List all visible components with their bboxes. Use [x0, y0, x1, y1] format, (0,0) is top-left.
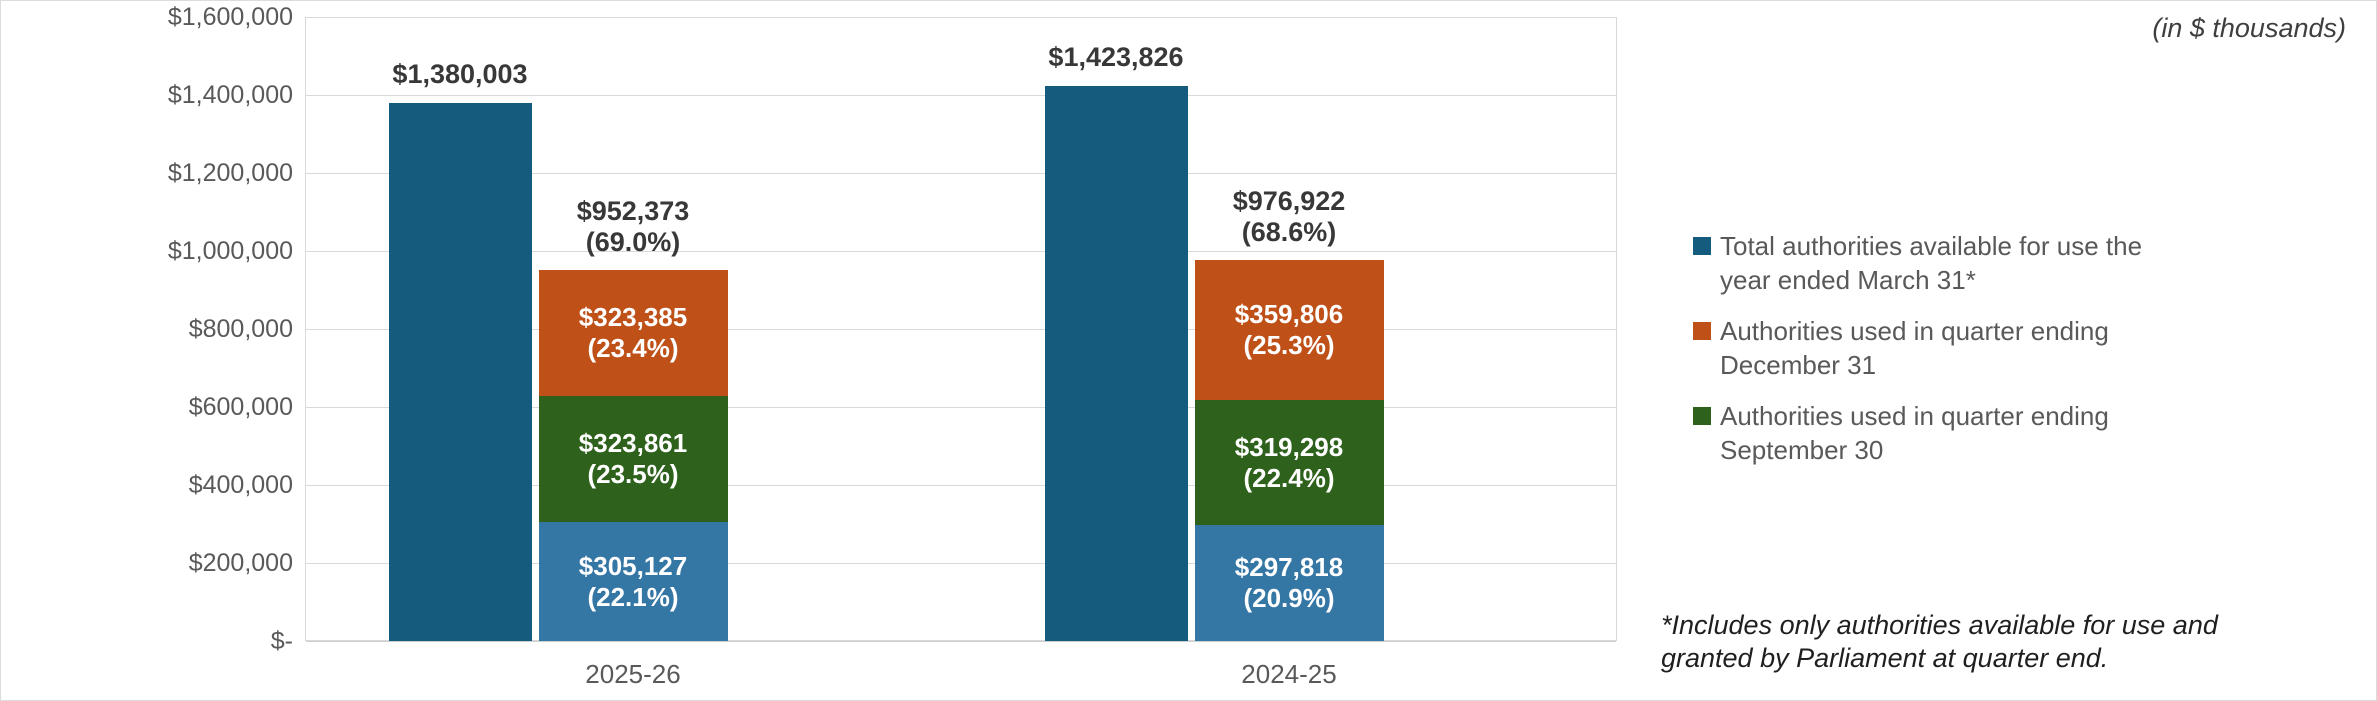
stacked-bar-segment: [1194, 524, 1384, 641]
x-axis-line: [306, 641, 1616, 642]
gridline: [306, 251, 1616, 252]
segment-percent: (22.1%): [587, 581, 679, 612]
segment-amount: $297,818: [1234, 551, 1344, 582]
stacked-bar-segment: [1194, 260, 1384, 401]
gridline: [306, 173, 1616, 174]
segment-amount: $323,861: [578, 427, 688, 458]
total-authorities-bar: [388, 102, 532, 641]
y-axis-tick-label: $600,000: [188, 393, 293, 421]
stacked-total-amount: $976,922: [1232, 186, 1346, 216]
gridline: [306, 329, 1616, 330]
stacked-bar-segment: [538, 522, 728, 641]
x-axis-category-label: 2024-25: [1241, 659, 1337, 689]
y-axis-tick-label: $1,400,000: [167, 81, 293, 109]
segment-amount: $305,127: [578, 550, 688, 581]
y-axis-tick-label: $1,600,000: [167, 3, 293, 31]
gridline: [306, 563, 1616, 564]
stacked-total-amount: $952,373: [576, 195, 690, 226]
segment-percent: (23.4%): [587, 332, 679, 363]
gridline: [306, 485, 1616, 486]
legend-swatch-icon: [1693, 322, 1711, 340]
units-note: (in $ thousands): [2152, 13, 2346, 43]
segment-value-label: $323,385 (23.4%): [579, 302, 687, 364]
chart-footnote: *Includes only authorities available for…: [1661, 610, 2218, 673]
segment-value-label: $297,818 (20.9%): [1235, 552, 1343, 614]
gridline: [306, 407, 1616, 408]
y-axis-tick-label: $800,000: [188, 315, 293, 343]
segment-value-label: $359,806 (25.3%): [1235, 299, 1343, 361]
stacked-total-percent: (69.0%): [585, 226, 681, 257]
y-axis-tick-label: $1,000,000: [167, 237, 293, 265]
legend-swatch-icon: [1693, 407, 1711, 425]
y-axis-tick-label: $1,200,000: [167, 159, 293, 187]
chart-legend: Total authorities available for use the …: [1693, 229, 2293, 467]
y-axis-tick-label: $400,000: [188, 471, 293, 499]
segment-value-label: $323,861 (23.5%): [579, 428, 687, 490]
stacked-bar-segment: [538, 395, 728, 522]
segment-value-label: $305,127 (22.1%): [579, 551, 687, 613]
stacked-bar-total-label: $952,373 (69.0%): [577, 196, 690, 258]
segment-percent: (23.5%): [587, 458, 679, 489]
segment-value-label: $319,298 (22.4%): [1235, 432, 1343, 494]
legend-label: Authorities used in quarter ending Decem…: [1720, 316, 2109, 380]
total-bar-value-label: $1,380,003: [392, 58, 528, 89]
stacked-bar-total-label: $976,922 (68.6%): [1233, 186, 1346, 248]
legend-item: Total authorities available for use the …: [1693, 229, 2293, 297]
stacked-bar-segment: [538, 269, 728, 396]
stacked-bar-segment: [1194, 400, 1384, 525]
stacked-total-percent: (68.6%): [1241, 217, 1337, 247]
segment-amount: $359,806: [1234, 299, 1344, 330]
y-axis-tick-label: $-: [270, 627, 293, 655]
total-bar-value-label: $1,423,826: [1048, 41, 1184, 72]
segment-amount: $323,385: [578, 301, 688, 332]
legend-item: Authorities used in quarter ending Decem…: [1693, 314, 2293, 382]
segment-percent: (22.4%): [1243, 462, 1335, 493]
segment-amount: $319,298: [1234, 431, 1344, 462]
segment-percent: (25.3%): [1243, 330, 1335, 361]
y-axis-tick-label: $200,000: [188, 549, 293, 577]
gridline: [306, 95, 1616, 96]
x-axis-category-label: 2025-26: [585, 659, 681, 689]
total-authorities-bar: [1044, 85, 1188, 641]
legend-label: Authorities used in quarter ending Septe…: [1720, 401, 2109, 465]
legend-swatch-icon: [1693, 237, 1711, 255]
legend-item: Authorities used in quarter ending Septe…: [1693, 399, 2293, 467]
legend-label: Total authorities available for use the …: [1720, 231, 2143, 295]
segment-percent: (20.9%): [1243, 582, 1335, 613]
